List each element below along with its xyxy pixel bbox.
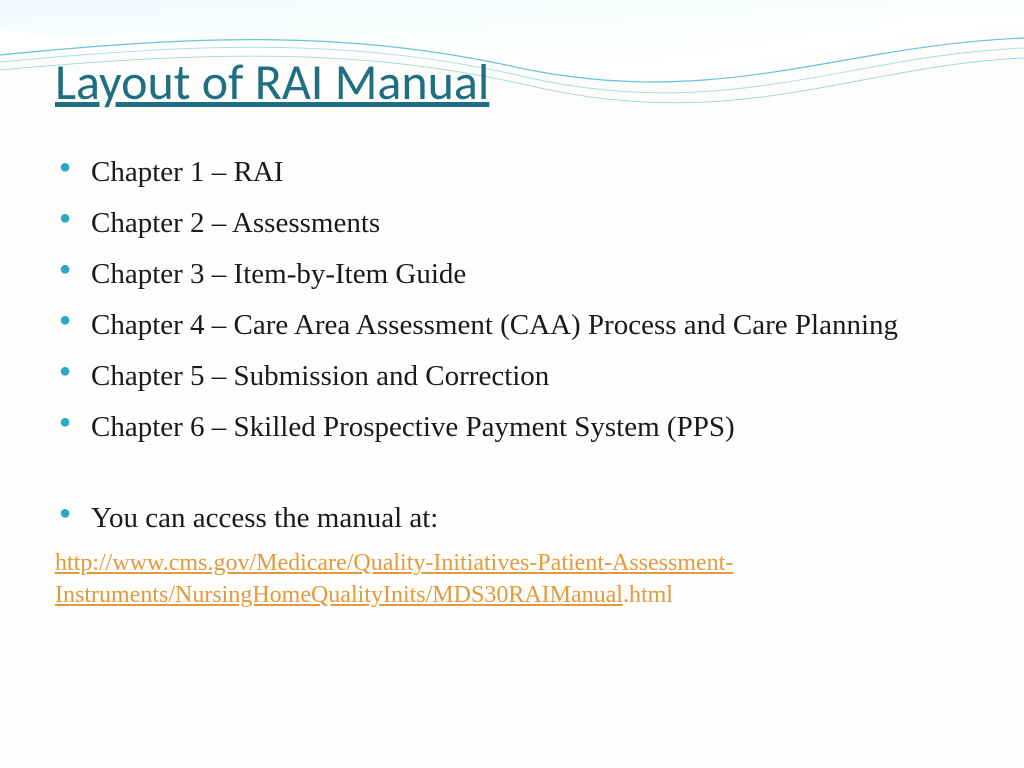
slide-title: Layout of RAI Manual (55, 52, 489, 113)
access-list: You can access the manual at: (55, 496, 969, 541)
chapter-list: Chapter 1 – RAI Chapter 2 – Assessments … (55, 150, 969, 450)
list-item: Chapter 1 – RAI (55, 150, 969, 195)
slide-body: Chapter 1 – RAI Chapter 2 – Assessments … (55, 150, 969, 611)
list-item: Chapter 6 – Skilled Prospective Payment … (55, 405, 969, 450)
list-item: Chapter 3 – Item-by-Item Guide (55, 252, 969, 297)
access-text: You can access the manual at: (55, 496, 969, 541)
list-item: Chapter 2 – Assessments (55, 201, 969, 246)
list-item: Chapter 5 – Submission and Correction (55, 354, 969, 399)
list-item: Chapter 4 – Care Area Assessment (CAA) P… (55, 303, 969, 348)
manual-link-line: http://www.cms.gov/Medicare/Quality-Init… (55, 547, 969, 612)
link-extension: .html (623, 582, 673, 608)
